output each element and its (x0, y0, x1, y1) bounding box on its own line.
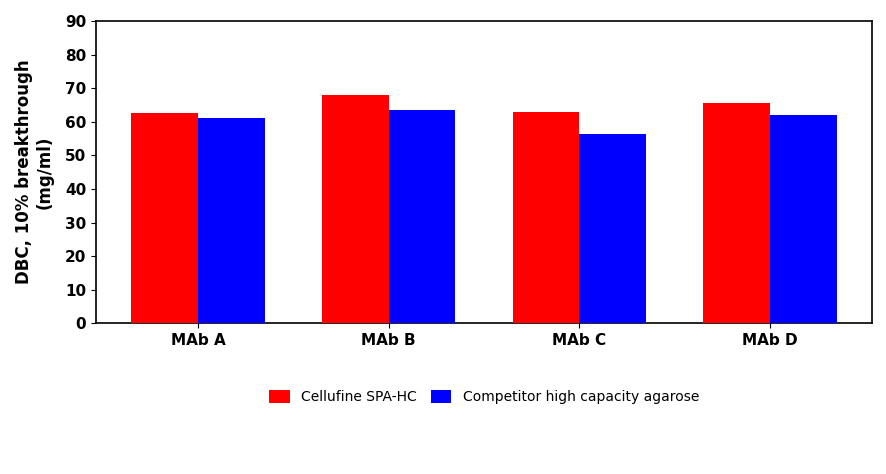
Bar (512, 112, 579, 323)
Bar (388, 110, 455, 323)
Bar (703, 103, 769, 323)
Legend: Cellufine SPA-HC, Competitor high capacity agarose: Cellufine SPA-HC, Competitor high capaci… (263, 385, 703, 410)
Bar (322, 95, 388, 323)
Bar (769, 115, 835, 323)
Y-axis label: DBC, 10% breakthrough
(mg/ml): DBC, 10% breakthrough (mg/ml) (15, 60, 54, 284)
Bar (131, 113, 198, 323)
Bar (198, 118, 264, 323)
Bar (579, 134, 645, 323)
